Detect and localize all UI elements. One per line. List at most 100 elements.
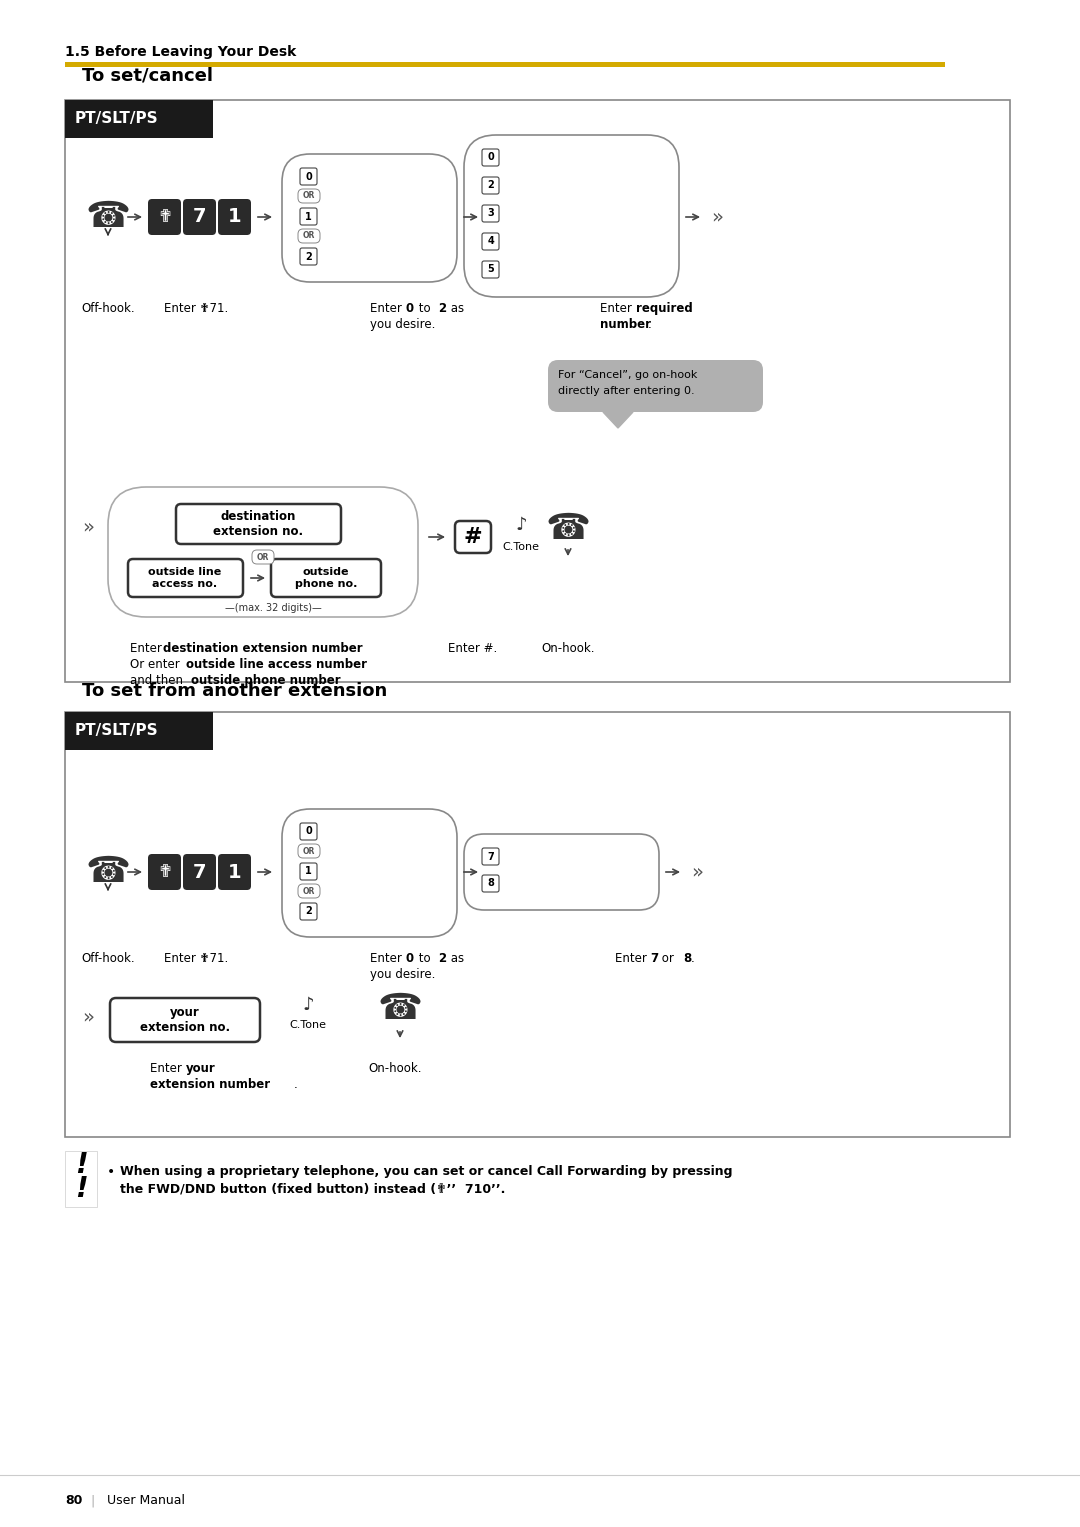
Text: .: . (130, 673, 134, 687)
FancyBboxPatch shape (252, 550, 274, 563)
Text: Intercom Calls: Intercom Calls (324, 250, 399, 261)
Text: 0: 0 (306, 826, 312, 837)
Text: extension number: extension number (150, 1078, 270, 1090)
FancyBboxPatch shape (300, 208, 318, 224)
Text: ♪: ♪ (515, 516, 527, 534)
Text: Enter ✟71.: Enter ✟71. (164, 951, 228, 965)
Text: Outside Calls: Outside Calls (324, 211, 393, 221)
FancyBboxPatch shape (298, 884, 320, 898)
Text: directly after entering 0.: directly after entering 0. (558, 386, 694, 395)
Text: destination extension number: destination extension number (163, 641, 363, 655)
Text: 4: 4 (487, 237, 494, 246)
Text: Enter: Enter (600, 302, 636, 315)
Text: 80: 80 (65, 1495, 82, 1507)
Bar (65, 99, 1010, 683)
Text: Busy/No Answer: Busy/No Answer (507, 264, 591, 273)
Text: .: . (648, 318, 651, 331)
Text: Enter: Enter (370, 302, 406, 315)
Text: On-hook.: On-hook. (541, 641, 595, 655)
Text: the FWD/DND button (fixed button) instead (✟’’  710’’.: the FWD/DND button (fixed button) instea… (120, 1183, 505, 1196)
Text: number: number (600, 318, 651, 331)
Text: OR: OR (302, 232, 315, 240)
Text: OR: OR (302, 887, 315, 895)
FancyBboxPatch shape (108, 487, 418, 617)
Text: ☎: ☎ (85, 200, 131, 234)
Text: ☎: ☎ (545, 512, 591, 547)
Text: !: ! (75, 1174, 87, 1203)
FancyBboxPatch shape (548, 360, 762, 412)
FancyBboxPatch shape (176, 504, 341, 544)
Text: •: • (107, 1165, 116, 1179)
Text: User Manual: User Manual (107, 1495, 185, 1507)
Text: For “Cancel”, go on-hook: For “Cancel”, go on-hook (558, 370, 698, 380)
Bar (65, 1151, 97, 1206)
Text: 1.5 Before Leaving Your Desk: 1.5 Before Leaving Your Desk (65, 44, 296, 60)
Text: All Calls: All Calls (507, 180, 548, 189)
FancyBboxPatch shape (300, 823, 318, 840)
Text: Cancel: Cancel (507, 153, 541, 162)
Text: Off-hook.: Off-hook. (81, 302, 135, 315)
Text: !: ! (75, 1151, 87, 1179)
Text: 1: 1 (306, 212, 312, 221)
FancyBboxPatch shape (464, 134, 679, 296)
Text: outside phone number: outside phone number (191, 673, 340, 687)
Text: destination
extension no.: destination extension no. (213, 510, 303, 538)
Text: Enter: Enter (150, 1061, 186, 1075)
FancyBboxPatch shape (298, 844, 320, 858)
Text: C.Tone: C.Tone (502, 542, 540, 551)
Text: outside line
access no.: outside line access no. (148, 567, 221, 589)
Text: Follow Me Cancel: Follow Me Cancel (507, 880, 596, 889)
Text: Both Calls: Both Calls (324, 826, 377, 835)
FancyBboxPatch shape (482, 150, 499, 166)
Text: ✟: ✟ (157, 863, 172, 881)
Text: Follow Me: Follow Me (507, 852, 557, 863)
Text: your: your (186, 1061, 216, 1075)
Text: Or enter: Or enter (130, 658, 184, 670)
Text: required: required (636, 302, 692, 315)
Text: or: or (658, 951, 677, 965)
Bar (0, 1475, 1080, 1527)
Text: »: » (711, 208, 723, 226)
FancyBboxPatch shape (482, 847, 499, 864)
FancyBboxPatch shape (300, 168, 318, 185)
Text: No Answer: No Answer (507, 237, 562, 246)
Text: ☎: ☎ (85, 855, 131, 889)
Text: Busy: Busy (507, 208, 531, 218)
FancyBboxPatch shape (271, 559, 381, 597)
Text: To set from another extension: To set from another extension (82, 683, 388, 699)
Text: On-hook.: On-hook. (368, 1061, 422, 1075)
Text: to: to (415, 302, 434, 315)
Text: »: » (82, 1008, 94, 1026)
Text: 1: 1 (228, 208, 241, 226)
Text: 2: 2 (438, 302, 446, 315)
FancyBboxPatch shape (282, 809, 457, 938)
FancyBboxPatch shape (300, 247, 318, 266)
Text: as: as (447, 302, 464, 315)
FancyBboxPatch shape (183, 199, 216, 235)
Text: To set/cancel: To set/cancel (82, 67, 213, 86)
Text: 7: 7 (192, 208, 206, 226)
Text: .: . (691, 951, 694, 965)
Text: outside line access number: outside line access number (186, 658, 367, 670)
Text: Enter: Enter (370, 951, 406, 965)
FancyBboxPatch shape (282, 154, 457, 282)
FancyBboxPatch shape (218, 854, 251, 890)
Text: 8: 8 (683, 951, 691, 965)
FancyBboxPatch shape (298, 229, 320, 243)
Text: your
extension no.: your extension no. (140, 1006, 230, 1034)
Text: C.Tone: C.Tone (289, 1020, 326, 1031)
FancyBboxPatch shape (110, 999, 260, 1041)
FancyBboxPatch shape (482, 261, 499, 278)
Text: 1: 1 (228, 863, 241, 881)
Text: OR: OR (302, 846, 315, 855)
Text: Outside Calls: Outside Calls (324, 866, 393, 876)
Text: PT/SLT/PS: PT/SLT/PS (75, 724, 159, 739)
Text: Both Calls: Both Calls (324, 171, 377, 182)
Bar (65, 63, 945, 67)
FancyBboxPatch shape (218, 199, 251, 235)
FancyBboxPatch shape (482, 177, 499, 194)
Text: 1: 1 (306, 866, 312, 876)
Text: Enter: Enter (130, 641, 165, 655)
FancyBboxPatch shape (482, 875, 499, 892)
Text: Enter: Enter (615, 951, 650, 965)
